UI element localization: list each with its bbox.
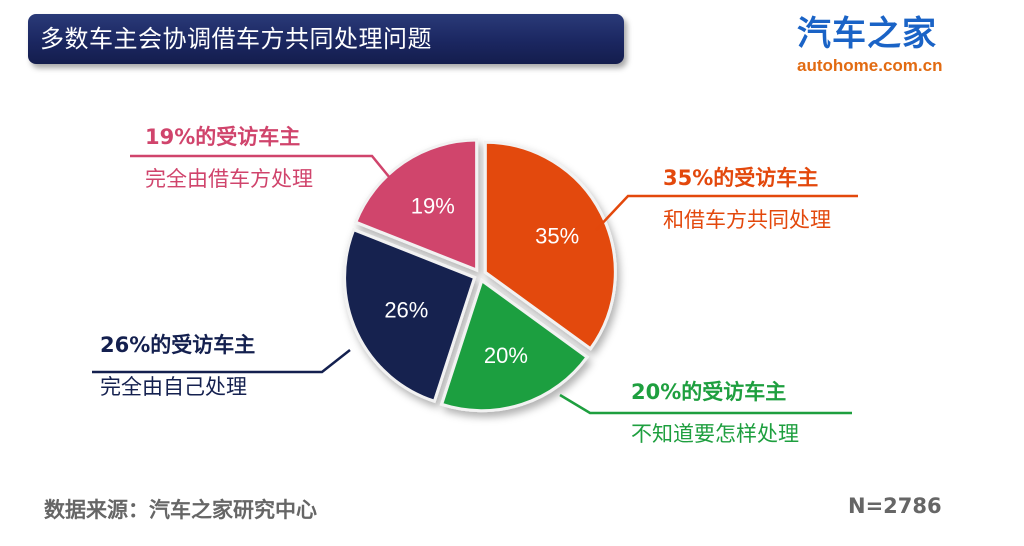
annotation-slice-3: 19%的受访车主 完全由借车方处理 (145, 124, 313, 192)
data-source: 数据来源：汽车之家研究中心 (44, 498, 317, 522)
brand-logo-url: autohome.com.cn (797, 56, 943, 75)
annotation-slice-1-line1: 20%的受访车主 (631, 380, 787, 404)
annotation-slice-3-line2: 完全由借车方处理 (145, 167, 313, 191)
pie-data-label-2: 26% (384, 298, 428, 323)
annotation-slice-3-line1: 19%的受访车主 (145, 125, 301, 149)
annotation-slice-1: 20%的受访车主 不知道要怎样处理 (631, 379, 799, 447)
annotation-slice-2-line2: 完全由自己处理 (100, 375, 247, 399)
pie-slice-2 (343, 227, 477, 404)
pie-data-label-3: 19% (411, 194, 455, 219)
sample-size: N=2786 (848, 494, 942, 518)
annotation-slice-1-line2: 不知道要怎样处理 (631, 422, 799, 446)
leader-line-3 (130, 154, 391, 179)
leader-line-1 (559, 393, 852, 415)
annotation-slice-0-line1: 35%的受访车主 (663, 166, 819, 190)
leader-line-0 (595, 194, 858, 231)
annotation-slice-2: 26%的受访车主 完全由自己处理 (100, 332, 255, 400)
title-banner (28, 14, 624, 64)
pie-slice-3 (353, 138, 479, 273)
annotation-slice-0-line2: 和借车方共同处理 (663, 208, 831, 232)
annotation-slice-0: 35%的受访车主 和借车方共同处理 (663, 165, 831, 233)
pie-data-label-1: 20% (484, 343, 528, 368)
annotation-slice-2-line1: 26%的受访车主 (100, 333, 256, 357)
page-title: 多数车主会协调借车方共同处理问题 (40, 25, 432, 53)
leader-line-2 (92, 349, 351, 374)
pie-slice-1 (439, 278, 590, 413)
pie-slice-0 (483, 140, 617, 351)
brand-logo: 汽车之家 (797, 14, 937, 54)
pie-data-label-0: 35% (535, 224, 579, 249)
